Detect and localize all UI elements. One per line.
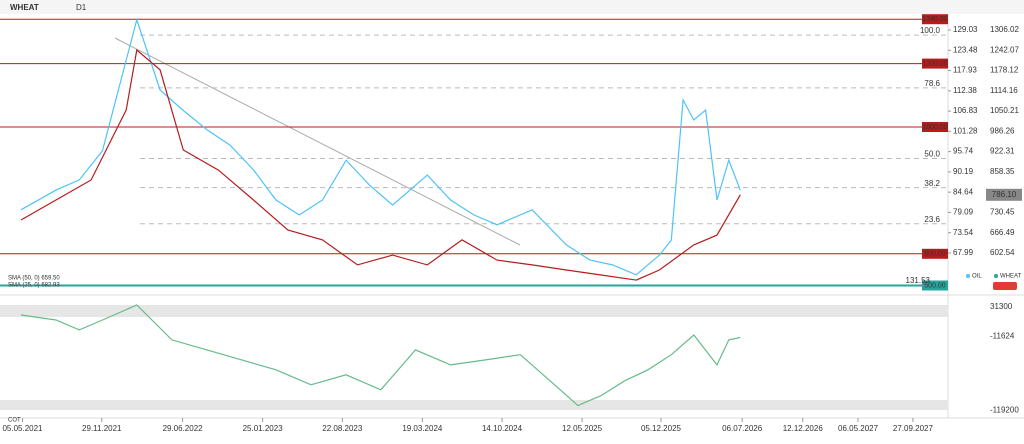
y2-tick-label: 730.45 <box>990 208 1015 217</box>
level-tag <box>922 248 948 259</box>
legend-label: OIL <box>972 274 982 280</box>
y-tick-label: -119200 <box>990 406 1019 415</box>
band <box>0 400 948 410</box>
toolbar <box>0 0 1024 14</box>
y2-tick-label: 858.35 <box>990 167 1015 176</box>
y-tick-label: 31300 <box>990 302 1013 311</box>
x-tick-label: 29.06.2022 <box>163 424 204 433</box>
x-tick-label: 05.12.2025 <box>641 424 682 433</box>
x-tick-label: 22.08.2023 <box>322 424 363 433</box>
level-label: 1340.00 <box>922 16 947 23</box>
x-tick-label: 19.03.2024 <box>402 424 443 433</box>
legend-swatch <box>993 282 1017 290</box>
last-price-tag <box>986 188 1022 201</box>
level-tag <box>922 280 948 291</box>
y-tick-label: 95.74 <box>953 147 974 156</box>
x-tick-label: 29.11.2021 <box>82 424 122 433</box>
y-tick-label: 101.28 <box>953 126 978 135</box>
y2-tick-label: 1306.02 <box>990 25 1019 34</box>
y-tick-label: 90.19 <box>953 167 974 176</box>
x-tick-label: 06.05.2027 <box>838 424 879 433</box>
x-tick-label: 05.05.2021 <box>2 424 43 433</box>
legend-dot <box>966 274 970 278</box>
y2-tick-label: 1178.12 <box>990 66 1019 75</box>
level-label: 600.00 <box>924 251 946 258</box>
indicator-label: SMA (50, 0) 659.50 <box>8 276 60 282</box>
y2-tick-label: 602.54 <box>990 248 1015 257</box>
y2-tick-label: 666.49 <box>990 228 1015 237</box>
symbol[interactable]: WHEAT <box>10 3 39 12</box>
price-tag: 131.53 <box>906 276 931 285</box>
series-line <box>20 48 741 281</box>
y-tick-label: 73.54 <box>953 228 974 237</box>
series-line <box>20 304 741 407</box>
legend-dot <box>994 274 998 278</box>
level-tag <box>922 14 948 25</box>
y2-tick-label: 1242.07 <box>990 45 1019 54</box>
x-tick-label: 25.01.2023 <box>243 424 284 433</box>
level-label: 1000.00 <box>922 124 947 131</box>
timeframe[interactable]: D1 <box>76 3 87 12</box>
pane-label: COT <box>8 418 21 424</box>
fib-label: 50.0 <box>924 150 940 159</box>
y-tick-label: 123.48 <box>953 45 978 54</box>
y-tick-label: 112.38 <box>953 86 977 95</box>
y-tick-label: 67.99 <box>953 248 974 257</box>
y2-tick-label: 1114.16 <box>990 86 1018 95</box>
level-tag <box>922 121 948 132</box>
level-label: 500.00 <box>924 282 946 289</box>
fib-label: 38.2 <box>924 179 940 188</box>
fib-label: 100.0 <box>920 26 941 35</box>
x-tick-label: 06.07.2026 <box>722 424 763 433</box>
y-tick-label: 106.83 <box>953 106 978 115</box>
y-tick-label: 117.93 <box>953 66 977 75</box>
fib-label: 78.6 <box>924 79 940 88</box>
trendline <box>114 37 521 246</box>
x-tick-label: 14.10.2024 <box>482 424 523 433</box>
x-tick-label: 12.12.2026 <box>783 424 824 433</box>
series-line <box>20 17 741 276</box>
level-label: 1200.00 <box>922 60 947 67</box>
x-tick-label: 27.09.2027 <box>893 424 934 433</box>
y-tick-label: -11624 <box>990 332 1015 341</box>
indicator-label: SMA (25, 0) 682.93 <box>8 283 60 289</box>
fib-label: 23.6 <box>924 215 940 224</box>
y2-tick-label: 986.26 <box>990 126 1015 135</box>
last-price-label: 786.10 <box>992 190 1017 199</box>
y2-tick-label: 1050.21 <box>990 106 1019 115</box>
legend-label: WHEAT <box>1000 274 1022 280</box>
band <box>0 305 948 317</box>
x-tick-label: 12.05.2025 <box>562 424 603 433</box>
y-tick-label: 79.09 <box>953 208 974 217</box>
y-tick-label: 84.64 <box>953 187 974 196</box>
level-tag <box>922 58 948 69</box>
y-tick-label: 129.03 <box>953 25 978 34</box>
y2-tick-label: 922.31 <box>990 147 1015 156</box>
